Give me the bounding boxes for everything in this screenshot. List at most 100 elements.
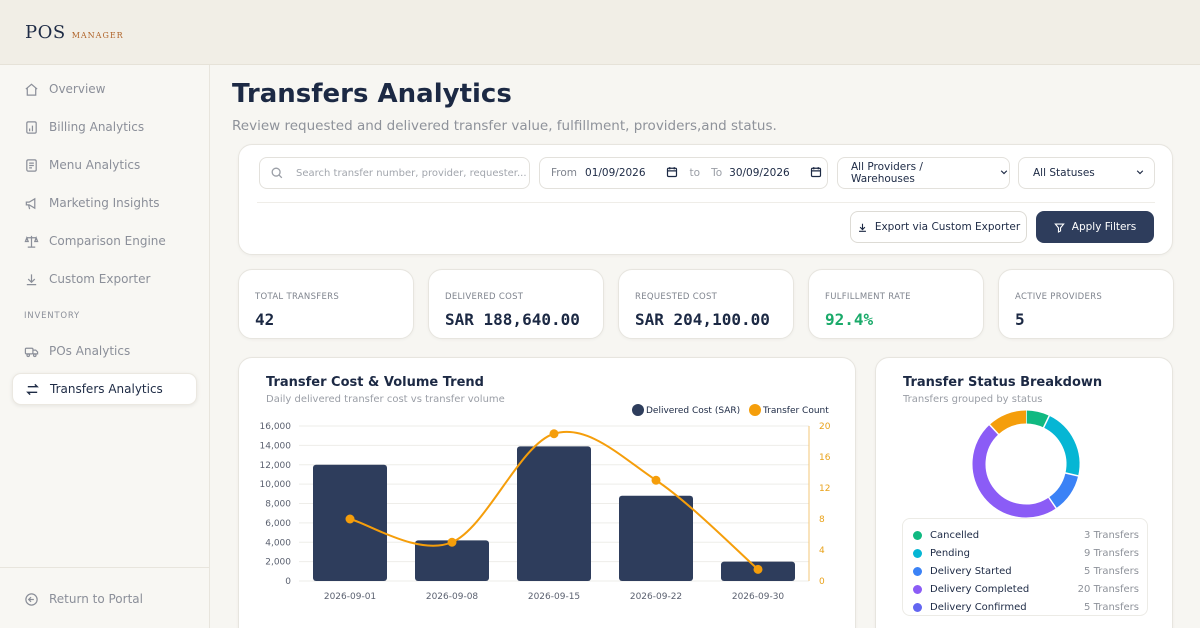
legend-row: Cancelled 3 Transfers <box>913 527 1139 543</box>
app-logo[interactable]: POS MANAGER <box>25 22 124 43</box>
apply-filters-label: Apply Filters <box>1071 221 1137 233</box>
status-legend: Cancelled 3 Transfers Pending 9 Transfers De… <box>902 518 1148 616</box>
transfer-arrows-icon <box>23 380 41 398</box>
calendar-icon[interactable] <box>666 166 678 181</box>
sidebar-item-label: Comparison Engine <box>49 234 166 248</box>
kpi-card-total-transfers: TOTAL TRANSFERS 42 <box>238 269 414 339</box>
legend-status-count: 5 Transfers <box>1084 565 1139 577</box>
sidebar-item-overview[interactable]: Overview <box>12 73 197 105</box>
line-point <box>549 429 559 439</box>
legend-status-count: 5 Transfers <box>1084 601 1139 613</box>
home-icon <box>22 80 40 98</box>
from-label: From <box>551 167 578 179</box>
status-select[interactable]: All Statuses <box>1018 157 1155 189</box>
from-date-input[interactable]: 01/09/2026 <box>585 167 646 179</box>
sidebar-item-menu-analytics[interactable]: Menu Analytics <box>12 149 197 181</box>
to-label: To <box>711 167 723 179</box>
kpi-value: 5 <box>1015 310 1025 329</box>
logo-sub-text: MANAGER <box>71 31 124 40</box>
x-tick-label: 2026-09-30 <box>732 592 785 602</box>
sidebar-item-label: Menu Analytics <box>49 158 141 172</box>
download-icon <box>858 223 866 232</box>
legend-status-count: 20 Transfers <box>1077 583 1139 595</box>
slice-separator <box>988 423 1000 436</box>
bar <box>517 446 591 581</box>
y-right-tick-label: 4 <box>819 546 825 556</box>
donut-slice <box>1043 415 1080 476</box>
sidebar-footer: Return to Portal <box>0 567 210 606</box>
legend-label: Transfer Count <box>762 406 829 416</box>
apply-filters-button[interactable]: Apply Filters <box>1036 211 1154 243</box>
kpi-card-active-providers: ACTIVE PROVIDERS 5 <box>998 269 1174 339</box>
bar <box>415 540 489 581</box>
sidebar-item-transfers-analytics[interactable]: Transfers Analytics <box>12 373 197 405</box>
legend-dot <box>913 530 922 540</box>
donut-slice <box>1025 410 1050 428</box>
sidebar-item-comparison-engine[interactable]: Comparison Engine <box>12 225 197 257</box>
sidebar-item-label: Overview <box>49 82 106 96</box>
legend-row: Delivery Completed 20 Transfers <box>913 581 1139 597</box>
sidebar-item-pos-analytics[interactable]: POs Analytics <box>12 335 197 367</box>
donut-slice <box>972 424 1057 518</box>
trend-chart: 0 2,000 4,000 6,000 8,000 10,000 12,000 14,000 1… <box>260 404 831 602</box>
y-left-tick-label: 2,000 <box>265 558 291 568</box>
to-date-input[interactable]: 30/09/2026 <box>729 167 790 179</box>
legend-row: Pending 9 Transfers <box>913 545 1139 561</box>
provider-select[interactable]: All Providers / Warehouses <box>837 157 1010 189</box>
legend-swatch <box>632 404 644 416</box>
calendar-icon[interactable] <box>810 166 822 181</box>
date-range-picker: From 01/09/2026 to To 30/09/2026 <box>539 157 828 189</box>
y-left-tick-label: 16,000 <box>260 422 292 432</box>
sidebar-item-custom-exporter[interactable]: Custom Exporter <box>12 263 197 295</box>
chart-subtitle: Daily delivered transfer cost vs transfe… <box>266 394 505 405</box>
trend-chart-card: Transfer Cost & Volume Trend Daily deliv… <box>238 357 856 628</box>
export-button[interactable]: Export via Custom Exporter <box>850 211 1027 243</box>
status-donut-chart <box>972 409 1080 518</box>
return-to-portal-link[interactable]: Return to Portal <box>12 583 197 615</box>
provider-select-value: All Providers / Warehouses <box>851 161 923 185</box>
sidebar-item-marketing-insights[interactable]: Marketing Insights <box>12 187 197 219</box>
y-left-tick-label: 10,000 <box>260 480 292 490</box>
y-right-tick-label: 0 <box>819 577 825 587</box>
chart-title: Transfer Cost & Volume Trend <box>266 375 484 390</box>
donut-slice <box>989 410 1027 435</box>
x-tick-label: 2026-09-22 <box>630 592 682 602</box>
search-input[interactable]: Search transfer number, provider, reques… <box>259 157 530 189</box>
kpi-label: FULFILLMENT RATE <box>825 292 911 302</box>
export-button-label: Export via Custom Exporter <box>874 221 1021 233</box>
kpi-label: ACTIVE PROVIDERS <box>1015 292 1103 302</box>
filter-icon <box>1053 223 1065 233</box>
legend-dot <box>913 548 922 558</box>
kpi-label: TOTAL TRANSFERS <box>255 292 340 302</box>
main-content: Transfers Analytics Review requested and… <box>210 65 1200 628</box>
top-bar: POS MANAGER <box>0 0 1200 65</box>
slice-separator <box>1042 414 1051 429</box>
filters-panel: Search transfer number, provider, reques… <box>238 144 1173 255</box>
x-tick-label: 2026-09-01 <box>324 592 376 602</box>
sidebar: Overview Billing Analytics Menu Analytic… <box>0 65 210 628</box>
search-placeholder: Search transfer number, provider, reques… <box>296 167 527 179</box>
y-left-tick-label: 6,000 <box>265 519 291 529</box>
legend-status-count: 9 Transfers <box>1084 547 1139 559</box>
y-right-tick-label: 16 <box>819 453 831 463</box>
scale-icon <box>22 232 40 250</box>
x-tick-label: 2026-09-15 <box>528 592 580 602</box>
chevron-down-icon <box>1135 167 1145 180</box>
legend-dot <box>913 584 922 594</box>
kpi-value: 92.4% <box>825 310 874 329</box>
line-point <box>651 475 661 485</box>
legend-status-name: Delivery Confirmed <box>930 601 1027 613</box>
donut-slice <box>1048 472 1079 509</box>
sidebar-item-label: POs Analytics <box>49 344 131 358</box>
kpi-value: 42 <box>255 310 275 329</box>
kpi-label: REQUESTED COST <box>635 292 718 302</box>
kpi-card-delivered-cost: DELIVERED COST SAR 188,640.00 <box>428 269 604 339</box>
y-left-tick-label: 8,000 <box>265 500 291 510</box>
legend-row: Delivery Started 5 Transfers <box>913 563 1139 579</box>
kpi-card-requested-cost: REQUESTED COST SAR 204,100.00 <box>618 269 794 339</box>
sidebar-section-label: INVENTORY <box>24 311 81 321</box>
sidebar-item-billing-analytics[interactable]: Billing Analytics <box>12 111 197 143</box>
arrow-left-circle-icon <box>22 590 40 608</box>
line-point <box>345 514 355 524</box>
to-separator: to <box>689 167 701 179</box>
